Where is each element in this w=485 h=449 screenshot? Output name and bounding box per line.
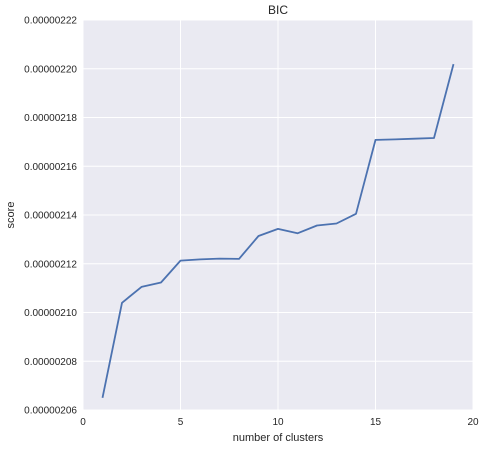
gridlines bbox=[82, 19, 474, 411]
y-tick-label: 0.00000208 bbox=[24, 357, 77, 368]
y-tick-label: 0.00000218 bbox=[24, 113, 77, 124]
y-tick-label: 0.00000206 bbox=[24, 406, 77, 417]
x-tick-label: 10 bbox=[272, 417, 284, 428]
y-tick-label: 0.00000214 bbox=[24, 211, 77, 222]
chart-title: BIC bbox=[268, 3, 288, 17]
series-line bbox=[101, 63, 455, 398]
y-axis-label: score bbox=[5, 202, 17, 229]
x-tick-label: 15 bbox=[370, 417, 382, 428]
x-tick-label: 5 bbox=[178, 417, 184, 428]
x-tick-label: 0 bbox=[80, 417, 86, 428]
y-tick-label: 0.00000222 bbox=[24, 16, 77, 27]
y-tick-label: 0.00000216 bbox=[24, 162, 77, 173]
x-axis-label: number of clusters bbox=[233, 432, 324, 444]
x-axis-ticks: 0 5 10 15 20 bbox=[80, 417, 479, 428]
y-tick-label: 0.00000212 bbox=[24, 259, 77, 270]
x-tick-label: 20 bbox=[467, 417, 479, 428]
y-tick-label: 0.00000220 bbox=[24, 64, 77, 75]
y-axis-ticks: 0.00000206 0.00000208 0.00000210 0.00000212… bbox=[24, 16, 77, 417]
y-tick-label: 0.00000210 bbox=[24, 308, 77, 319]
